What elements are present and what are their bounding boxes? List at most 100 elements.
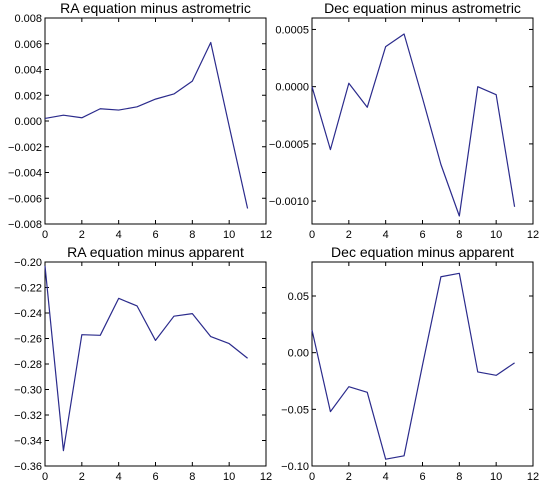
data-point <box>62 114 64 116</box>
x-tick-label: 0 <box>42 471 48 483</box>
chart-title: Dec equation minus apparent <box>331 244 514 260</box>
y-tick-label: 0.000 <box>14 116 42 128</box>
data-point <box>514 206 516 208</box>
y-tick-label: −0.0010 <box>269 196 309 208</box>
series-line <box>311 272 515 460</box>
y-tick-label: −0.34 <box>14 436 42 448</box>
x-tick-label: 2 <box>79 471 85 483</box>
data-point <box>348 82 350 84</box>
x-tick-label: 10 <box>223 229 235 241</box>
y-tick-label: 0.0005 <box>275 24 309 36</box>
y-tick-label: 0.002 <box>14 90 42 102</box>
y-tick-label: 0.00 <box>288 348 309 360</box>
data-point <box>210 336 212 338</box>
data-point <box>173 93 175 95</box>
data-point <box>495 94 497 96</box>
data-point <box>247 357 249 359</box>
data-point <box>99 108 101 110</box>
chart-title: RA equation minus astrometric <box>60 0 251 16</box>
data-point <box>44 265 46 267</box>
data-point <box>440 163 442 165</box>
data-point <box>385 458 387 460</box>
data-point <box>136 305 138 307</box>
data-point <box>81 334 83 336</box>
data-point <box>228 343 230 345</box>
x-tick-label: 8 <box>189 229 195 241</box>
data-point <box>247 208 249 210</box>
x-tick-label: 2 <box>346 229 352 241</box>
chart-dec-astrometric: Dec equation minus astrometric 0 2 4 6 8 10 12 −… <box>269 0 539 241</box>
data-point <box>118 109 120 111</box>
x-tick-label: 10 <box>490 471 502 483</box>
y-tick-label: −0.26 <box>14 334 42 346</box>
data-point <box>329 411 331 413</box>
data-point <box>311 86 313 88</box>
data-point <box>118 297 120 299</box>
y-tick-label: −0.36 <box>14 461 42 473</box>
chart-ra-apparent: RA equation minus apparent 0 2 4 6 8 10 12 −0.36… <box>14 244 272 483</box>
y-tick-label: −0.24 <box>14 308 42 320</box>
x-tick-label: 4 <box>383 229 389 241</box>
data-point <box>81 117 83 119</box>
x-tick-label: 12 <box>527 229 539 241</box>
y-tick-label: −0.28 <box>14 359 42 371</box>
data-point <box>329 149 331 151</box>
data-point <box>191 80 193 82</box>
x-tick-label: 12 <box>260 229 272 241</box>
y-tick-label: −0.22 <box>14 283 42 295</box>
x-tick-label: 4 <box>383 471 389 483</box>
x-tick-label: 10 <box>223 471 235 483</box>
series-line <box>311 33 516 217</box>
y-tick-label: −0.004 <box>8 168 42 180</box>
series-line <box>44 265 248 452</box>
data-point <box>366 391 368 393</box>
data-point <box>477 371 479 373</box>
data-point <box>62 450 64 452</box>
series-line <box>44 41 249 209</box>
plot-frame <box>311 17 534 225</box>
x-tick-label: 6 <box>419 229 425 241</box>
x-tick-label: 0 <box>309 471 315 483</box>
x-tick-label: 6 <box>152 229 158 241</box>
y-tick-label: −0.05 <box>281 404 309 416</box>
data-point <box>403 455 405 457</box>
x-tick-label: 12 <box>260 471 272 483</box>
y-tick-label: −0.0005 <box>269 139 309 151</box>
y-tick-label: −0.20 <box>14 257 42 269</box>
y-tick-label: 0.008 <box>14 13 42 25</box>
y-tick-label: 0.006 <box>14 39 42 51</box>
y-tick-label: −0.006 <box>8 193 42 205</box>
data-point <box>403 33 405 35</box>
x-tick-label: 6 <box>152 471 158 483</box>
data-point <box>440 276 442 278</box>
data-point <box>366 106 368 108</box>
data-point <box>477 86 479 88</box>
x-tick-label: 2 <box>79 229 85 241</box>
y-tick-label: −0.10 <box>281 461 309 473</box>
x-tick-label: 2 <box>346 471 352 483</box>
data-point <box>311 329 313 331</box>
chart-dec-apparent: Dec equation minus apparent 0 2 4 6 8 10 12 −0.1… <box>281 244 539 483</box>
data-point <box>99 334 101 336</box>
x-tick-label: 8 <box>189 471 195 483</box>
data-point <box>155 98 157 100</box>
x-tick-label: 12 <box>527 471 539 483</box>
data-point <box>348 386 350 388</box>
data-point <box>422 97 424 99</box>
x-tick-label: 0 <box>42 229 48 241</box>
x-tick-label: 4 <box>116 471 122 483</box>
x-tick-label: 4 <box>116 229 122 241</box>
data-point <box>422 364 424 366</box>
data-point <box>155 339 157 341</box>
plot-frame <box>44 261 267 467</box>
y-tick-label: 0.05 <box>288 291 309 303</box>
data-point <box>458 272 460 274</box>
y-tick-label: 0.0000 <box>275 82 309 94</box>
data-point <box>44 117 46 119</box>
x-tick-label: 0 <box>309 229 315 241</box>
data-point <box>228 125 230 127</box>
data-point <box>191 313 193 315</box>
data-point <box>173 315 175 317</box>
chart-title: RA equation minus apparent <box>67 244 244 260</box>
